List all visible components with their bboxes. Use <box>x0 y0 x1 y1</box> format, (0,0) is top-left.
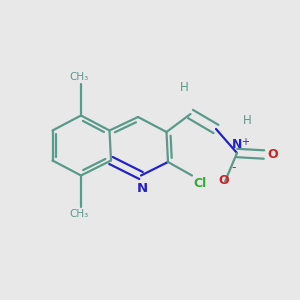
Text: +: + <box>241 137 249 147</box>
Text: N: N <box>232 139 242 152</box>
Text: CH₃: CH₃ <box>70 209 89 219</box>
Text: O: O <box>218 174 229 188</box>
Text: Cl: Cl <box>194 177 207 190</box>
Text: H: H <box>180 82 189 94</box>
Text: N: N <box>136 182 148 195</box>
Text: CH₃: CH₃ <box>70 72 89 82</box>
Text: -: - <box>231 161 236 174</box>
Text: H: H <box>243 113 252 127</box>
Text: O: O <box>267 148 278 161</box>
